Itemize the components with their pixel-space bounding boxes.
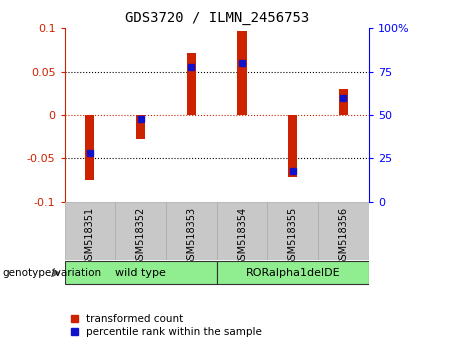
Text: GSM518356: GSM518356 bbox=[338, 206, 349, 266]
Bar bbox=[115, 202, 166, 260]
Bar bbox=[187, 53, 196, 115]
Bar bbox=[136, 115, 145, 139]
Text: wild type: wild type bbox=[115, 268, 166, 278]
Bar bbox=[237, 31, 247, 115]
Bar bbox=[217, 202, 267, 260]
Text: RORalpha1delDE: RORalpha1delDE bbox=[245, 268, 340, 278]
Title: GDS3720 / ILMN_2456753: GDS3720 / ILMN_2456753 bbox=[124, 11, 309, 24]
Bar bbox=[85, 115, 95, 180]
Text: genotype/variation: genotype/variation bbox=[2, 268, 101, 278]
Text: GSM518352: GSM518352 bbox=[136, 206, 146, 266]
Bar bbox=[267, 202, 318, 260]
Text: GSM518354: GSM518354 bbox=[237, 206, 247, 266]
Bar bbox=[65, 202, 115, 260]
Text: GSM518353: GSM518353 bbox=[186, 206, 196, 266]
Bar bbox=[288, 115, 297, 177]
Bar bbox=[166, 202, 217, 260]
Bar bbox=[217, 262, 369, 284]
Bar bbox=[318, 202, 369, 260]
Legend: transformed count, percentile rank within the sample: transformed count, percentile rank withi… bbox=[70, 313, 263, 338]
Bar bbox=[339, 89, 348, 115]
Text: GSM518355: GSM518355 bbox=[288, 206, 298, 266]
Bar bbox=[65, 262, 217, 284]
Text: GSM518351: GSM518351 bbox=[85, 206, 95, 266]
